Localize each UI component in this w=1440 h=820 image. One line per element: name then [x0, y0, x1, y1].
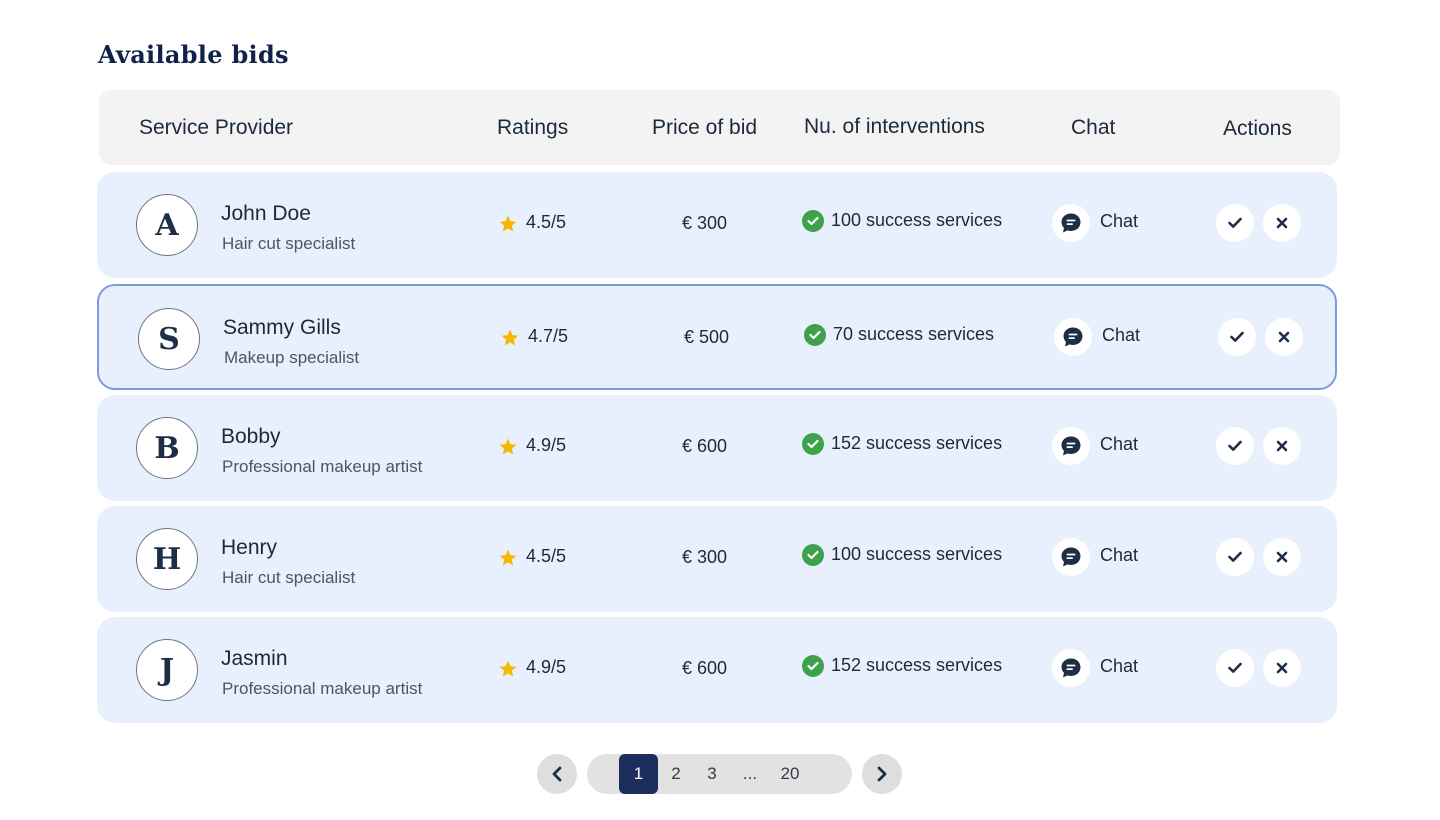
rating-value: 4.7/5: [528, 326, 569, 346]
checkmark-icon: [1228, 440, 1242, 451]
check-circle-icon: [802, 210, 824, 232]
page-3[interactable]: 3: [707, 764, 717, 783]
provider-name: Henry: [221, 536, 278, 559]
reject-bid-button[interactable]: [1265, 318, 1303, 356]
close-icon: [1276, 440, 1288, 452]
page-1[interactable]: 1: [619, 754, 658, 794]
chat-button[interactable]: [1054, 318, 1092, 356]
star-icon: [499, 549, 517, 566]
check-circle-icon: [804, 324, 826, 346]
interventions-count: 100 success services: [831, 210, 1003, 230]
chat-bubble-icon: [1061, 436, 1081, 456]
column-header-ratings: Ratings: [497, 115, 569, 139]
page-ellipsis: ...: [742, 764, 758, 783]
page-title: Available bids: [98, 40, 289, 69]
star-icon: [501, 329, 519, 346]
bid-row[interactable]: H Henry Hair cut specialist 4.5/5 € 300 …: [97, 506, 1337, 612]
checkmark-icon: [1228, 662, 1242, 673]
rating-value: 4.9/5: [526, 435, 567, 455]
column-header-interventions: Nu. of interventions: [804, 114, 985, 138]
previous-page-button[interactable]: [537, 754, 577, 794]
provider-role: Hair cut specialist: [222, 234, 356, 253]
interventions-count: 152 success services: [831, 433, 1003, 453]
checkmark-icon: [1230, 331, 1244, 342]
bid-price: € 500: [684, 327, 730, 347]
accept-bid-button[interactable]: [1216, 427, 1254, 465]
accept-bid-button[interactable]: [1216, 538, 1254, 576]
next-page-button[interactable]: [862, 754, 902, 794]
chat-bubble-icon: [1063, 327, 1083, 347]
bid-row[interactable]: J Jasmin Professional makeup artist 4.9/…: [97, 617, 1337, 723]
check-circle-icon: [802, 544, 824, 566]
close-icon: [1276, 217, 1288, 229]
column-header-price: Price of bid: [652, 115, 758, 139]
chat-link[interactable]: Chat: [1100, 656, 1139, 676]
reject-bid-button[interactable]: [1263, 538, 1301, 576]
avatar: H: [136, 528, 198, 590]
rating-value: 4.5/5: [526, 212, 567, 232]
bid-row[interactable]: B Bobby Professional makeup artist 4.9/5…: [97, 395, 1337, 501]
reject-bid-button[interactable]: [1263, 204, 1301, 242]
bid-price: € 300: [682, 213, 728, 233]
avatar: B: [136, 417, 198, 479]
chevron-right-icon: [877, 766, 887, 782]
chevron-left-icon: [552, 766, 562, 782]
bid-price: € 300: [682, 547, 728, 567]
chat-bubble-icon: [1061, 658, 1081, 678]
check-circle-icon: [802, 433, 824, 455]
accept-bid-button[interactable]: [1216, 649, 1254, 687]
avatar: A: [136, 194, 198, 256]
column-header-actions: Actions: [1223, 116, 1292, 140]
provider-role: Professional makeup artist: [222, 457, 423, 476]
provider-name: John Doe: [221, 202, 311, 225]
chat-link[interactable]: Chat: [1100, 434, 1139, 454]
page-2[interactable]: 2: [671, 764, 681, 783]
table-header: Service Provider Ratings Price of bid Nu…: [99, 90, 1340, 165]
chat-bubble-icon: [1061, 547, 1081, 567]
reject-bid-button[interactable]: [1263, 649, 1301, 687]
column-header-provider: Service Provider: [139, 115, 294, 139]
interventions-count: 152 success services: [831, 655, 1003, 675]
star-icon: [499, 660, 517, 677]
interventions-count: 100 success services: [831, 544, 1003, 564]
avatar: J: [136, 639, 198, 701]
page-20[interactable]: 20: [780, 764, 800, 783]
provider-name: Jasmin: [221, 647, 288, 670]
star-icon: [499, 438, 517, 455]
reject-bid-button[interactable]: [1263, 427, 1301, 465]
chat-button[interactable]: [1052, 204, 1090, 242]
checkmark-icon: [1228, 551, 1242, 562]
close-icon: [1276, 551, 1288, 563]
chat-button[interactable]: [1052, 538, 1090, 576]
provider-role: Hair cut specialist: [222, 568, 356, 587]
provider-name: Sammy Gills: [223, 316, 341, 339]
chat-bubble-icon: [1061, 213, 1081, 233]
bid-price: € 600: [682, 436, 728, 456]
column-header-chat: Chat: [1071, 115, 1116, 139]
provider-name: Bobby: [221, 425, 281, 448]
close-icon: [1278, 331, 1290, 343]
accept-bid-button[interactable]: [1218, 318, 1256, 356]
rating-value: 4.5/5: [526, 546, 567, 566]
interventions-count: 70 success services: [833, 324, 995, 344]
chat-link[interactable]: Chat: [1100, 211, 1139, 231]
provider-role: Makeup specialist: [224, 348, 360, 367]
provider-role: Professional makeup artist: [222, 679, 423, 698]
rating-value: 4.9/5: [526, 657, 567, 677]
accept-bid-button[interactable]: [1216, 204, 1254, 242]
close-icon: [1276, 662, 1288, 674]
check-circle-icon: [802, 655, 824, 677]
star-icon: [499, 215, 517, 232]
bid-price: € 600: [682, 658, 728, 678]
checkmark-icon: [1228, 217, 1242, 228]
avatar: S: [138, 308, 200, 370]
chat-button[interactable]: [1052, 649, 1090, 687]
bid-row[interactable]: S Sammy Gills Makeup specialist 4.7/5 € …: [97, 284, 1337, 390]
bid-row[interactable]: A John Doe Hair cut specialist 4.5/5 € 3…: [97, 172, 1337, 278]
chat-link[interactable]: Chat: [1100, 545, 1139, 565]
chat-link[interactable]: Chat: [1102, 325, 1141, 345]
chat-button[interactable]: [1052, 427, 1090, 465]
